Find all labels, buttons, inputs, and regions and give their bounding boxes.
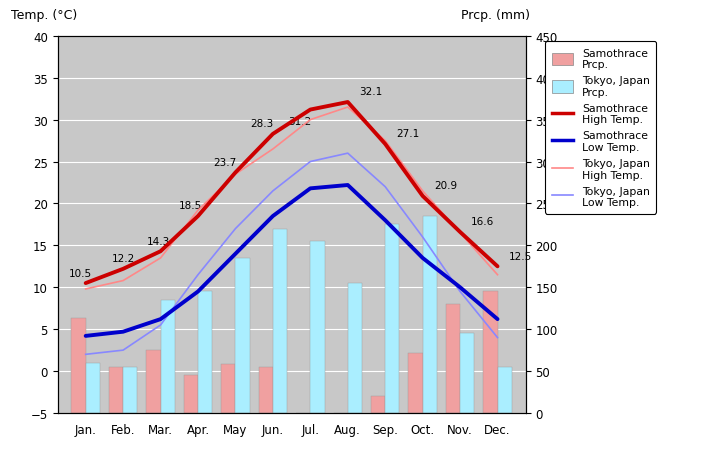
Text: 12.2: 12.2	[112, 254, 135, 264]
Text: 20.9: 20.9	[433, 181, 457, 191]
Bar	[109, 367, 123, 413]
Bar	[258, 367, 273, 413]
Bar	[446, 304, 460, 413]
Bar	[310, 241, 325, 413]
Bar	[235, 258, 250, 413]
Bar	[123, 367, 138, 413]
Bar	[161, 300, 175, 413]
Text: 32.1: 32.1	[359, 87, 382, 97]
Bar	[423, 217, 437, 413]
Text: 12.5: 12.5	[508, 251, 532, 261]
Bar	[273, 229, 287, 413]
Bar	[498, 367, 512, 413]
Bar	[483, 292, 498, 413]
Text: 28.3: 28.3	[251, 119, 274, 129]
Bar	[184, 375, 198, 413]
Legend: Samothrace
Prcp., Tokyo, Japan
Prcp., Samothrace
High Temp., Samothrace
Low Temp: Samothrace Prcp., Tokyo, Japan Prcp., Sa…	[545, 42, 656, 214]
Bar	[71, 319, 86, 413]
Bar	[221, 364, 235, 413]
Bar	[333, 413, 348, 417]
Text: 27.1: 27.1	[396, 129, 420, 139]
Bar	[86, 363, 100, 413]
Text: 18.5: 18.5	[179, 201, 202, 211]
Text: 16.6: 16.6	[471, 217, 495, 227]
Text: Temp. (°C): Temp. (°C)	[11, 9, 77, 22]
Bar	[371, 397, 385, 413]
Text: 23.7: 23.7	[213, 157, 236, 168]
Bar	[460, 334, 474, 413]
Text: 10.5: 10.5	[69, 268, 92, 278]
Text: 31.2: 31.2	[288, 117, 311, 127]
Bar	[348, 284, 362, 413]
Bar	[198, 292, 212, 413]
Text: 14.3: 14.3	[147, 236, 170, 246]
Bar	[385, 225, 400, 413]
Text: Prcp. (mm): Prcp. (mm)	[462, 9, 530, 22]
Bar	[408, 353, 423, 413]
Bar	[146, 350, 161, 413]
